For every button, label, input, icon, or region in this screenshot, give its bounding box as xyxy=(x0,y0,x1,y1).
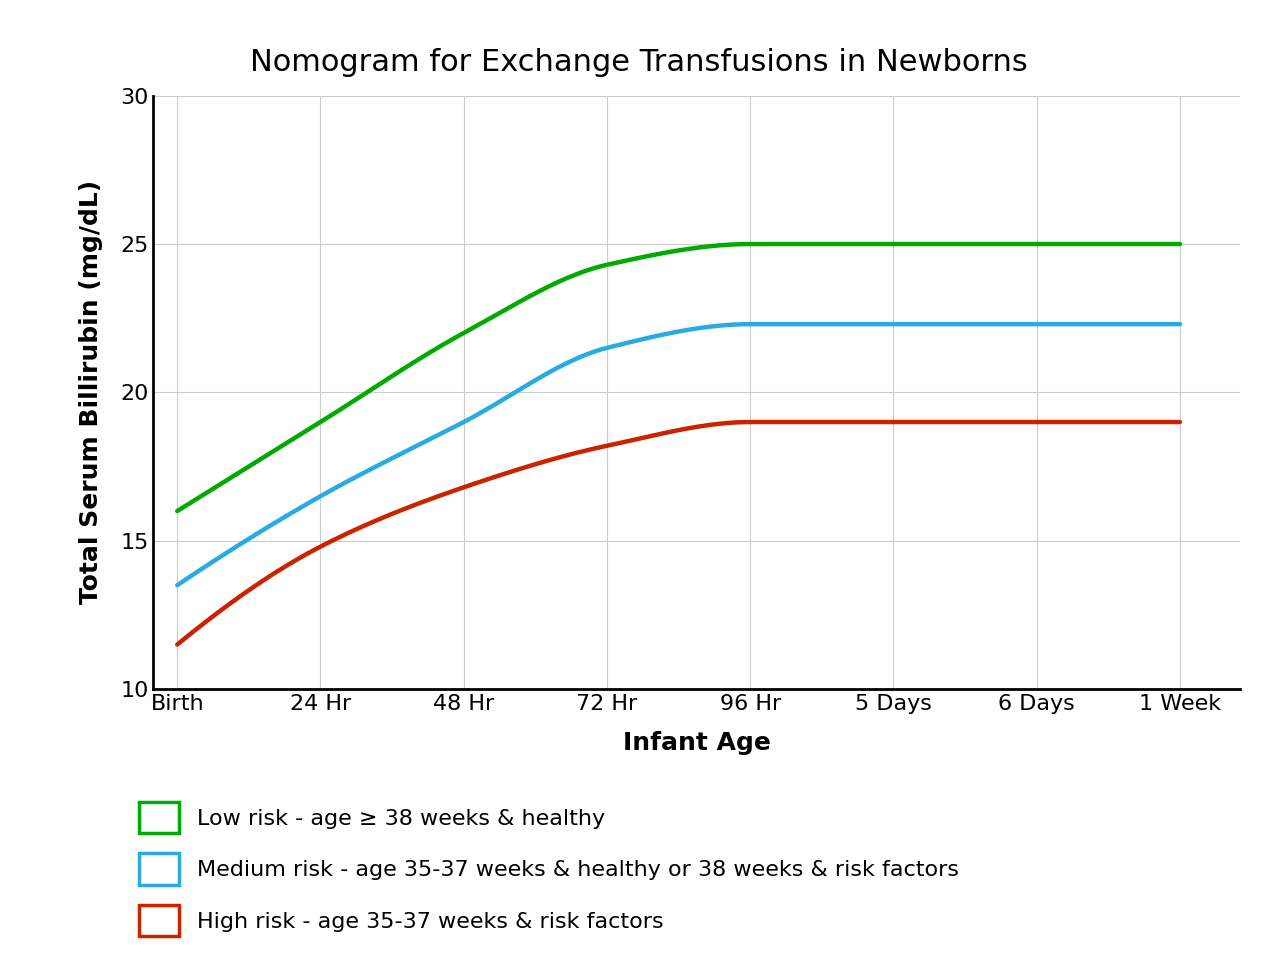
X-axis label: Infant Age: Infant Age xyxy=(622,730,771,754)
Text: Nomogram for Exchange Transfusions in Newborns: Nomogram for Exchange Transfusions in Ne… xyxy=(250,48,1028,77)
Legend: Low risk - age ≥ 38 weeks & healthy, Medium risk - age 35-37 weeks & healthy or : Low risk - age ≥ 38 weeks & healthy, Med… xyxy=(139,802,958,936)
Y-axis label: Total Serum Billirubin (mg/dL): Total Serum Billirubin (mg/dL) xyxy=(79,180,104,605)
